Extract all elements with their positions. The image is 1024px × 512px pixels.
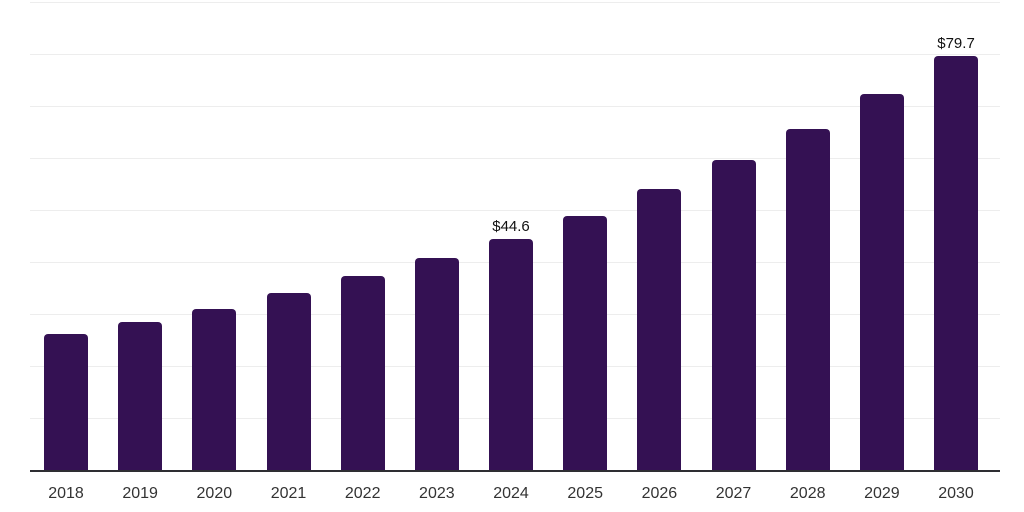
bar-2026 [637, 189, 682, 471]
bar-2022 [340, 276, 385, 471]
x-tick-label-2030: 2030 [938, 485, 974, 502]
x-tick-label-2025: 2025 [567, 485, 603, 502]
x-tick-label-2023: 2023 [419, 485, 455, 502]
x-tick-label-2029: 2029 [864, 485, 900, 502]
x-tick-label-2026: 2026 [641, 485, 678, 502]
bar-2027 [711, 159, 756, 471]
value-label-2030: $79.7 [937, 34, 975, 52]
gridline [30, 105, 1000, 107]
bar-2024 [489, 238, 534, 471]
bar-2020 [192, 308, 237, 471]
bar-2018 [44, 333, 88, 471]
x-axis-line [30, 470, 1000, 472]
bar-2021 [266, 293, 311, 471]
gridline [30, 1, 1000, 3]
bar-2029 [859, 94, 904, 471]
x-tick-label-2019: 2019 [122, 485, 158, 502]
bar-2030 [934, 55, 979, 471]
bar-2025 [563, 215, 608, 471]
bar-2023 [414, 258, 459, 471]
bar-2019 [118, 322, 163, 471]
x-tick-label-2027: 2027 [715, 485, 752, 502]
value-label-2024: $44.6 [492, 217, 530, 235]
x-tick-label-2028: 2028 [789, 485, 826, 502]
x-tick-label-2018: 2018 [48, 485, 84, 502]
bar-2028 [785, 129, 830, 471]
x-tick-label-2020: 2020 [196, 485, 233, 502]
gridline [30, 157, 1000, 159]
gridline [30, 209, 1000, 211]
gridline [30, 53, 1000, 55]
x-tick-label-2022: 2022 [344, 485, 381, 502]
x-tick-label-2024: 2024 [493, 485, 529, 502]
x-tick-label-2021: 2021 [270, 485, 307, 502]
